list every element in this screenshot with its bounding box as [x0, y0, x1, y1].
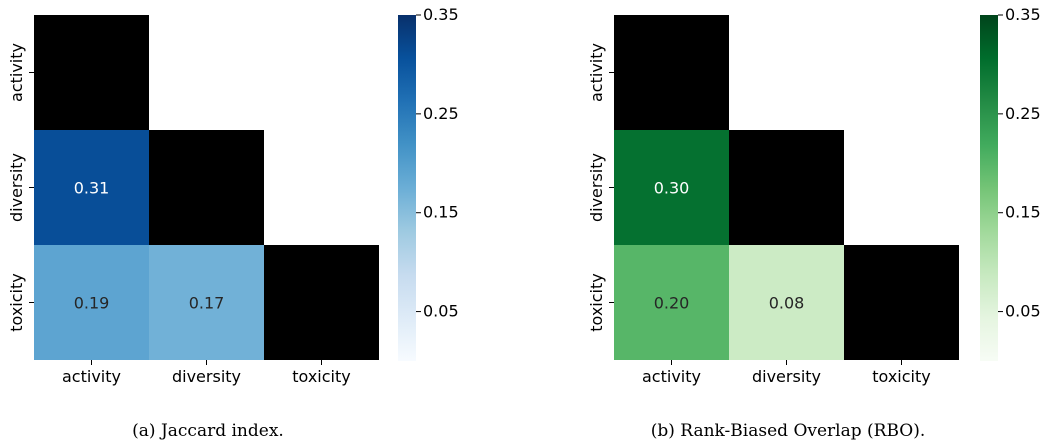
heatmap-rbo: 0.30 0.20 0.08 activity diversity toxicity act… — [587, 5, 1041, 386]
colorbar-tick-label: 0.35 — [423, 5, 459, 24]
cell-value-label: 0.31 — [74, 179, 110, 198]
x-tick-label-diversity: diversity — [172, 367, 241, 386]
heatmap-jaccard: 0.31 0.19 0.17 activity diversity toxicity act… — [7, 5, 459, 386]
x-tick-label-toxicity: toxicity — [292, 367, 350, 386]
masked-cell-toxicity-toxicity — [844, 245, 959, 360]
cell-value-label: 0.08 — [769, 294, 805, 313]
y-tick-label-diversity: diversity — [7, 153, 26, 222]
y-tick-label-activity: activity — [7, 43, 26, 102]
colorbar-tick-label: 0.25 — [1005, 104, 1041, 123]
y-tick-label-toxicity: toxicity — [587, 273, 606, 331]
heatmap-cell-toxicity-activity — [614, 245, 729, 360]
x-tick-label-toxicity: toxicity — [872, 367, 930, 386]
x-tick-label-activity: activity — [642, 367, 701, 386]
masked-cell-diversity-diversity — [729, 130, 844, 245]
cell-value-label: 0.17 — [189, 294, 225, 313]
caption-rbo: (b) Rank-Biased Overlap (RBO). — [651, 421, 926, 441]
heatmap-cell-toxicity-diversity — [149, 245, 264, 360]
caption-jaccard: (a) Jaccard index. — [132, 421, 284, 441]
heatmap-cell-toxicity-diversity — [729, 245, 844, 360]
x-tick-label-diversity: diversity — [752, 367, 821, 386]
colorbar-tick-label: 0.05 — [1005, 302, 1041, 321]
heatmap-cell-diversity-activity — [34, 130, 149, 245]
colorbar-tick-label: 0.25 — [423, 104, 459, 123]
cell-value-label: 0.20 — [654, 294, 690, 313]
heatmap-cell-diversity-activity — [614, 130, 729, 245]
colorbar-tick-label: 0.35 — [1005, 5, 1041, 24]
y-tick-label-toxicity: toxicity — [7, 273, 26, 331]
y-tick-label-activity: activity — [587, 43, 606, 102]
masked-cell-activity-activity — [614, 15, 729, 130]
colorbar-tick-label: 0.15 — [423, 203, 459, 222]
y-tick-label-diversity: diversity — [587, 153, 606, 222]
cell-value-label: 0.30 — [654, 179, 690, 198]
masked-cell-activity-activity — [34, 15, 149, 130]
heatmap-cell-toxicity-activity — [34, 245, 149, 360]
colorbar-tick-label: 0.05 — [423, 302, 459, 321]
masked-cell-toxicity-toxicity — [264, 245, 379, 360]
masked-cell-diversity-diversity — [149, 130, 264, 245]
colorbar-tick-label: 0.15 — [1005, 203, 1041, 222]
colorbar — [980, 15, 998, 361]
x-tick-label-activity: activity — [62, 367, 121, 386]
cell-value-label: 0.19 — [74, 294, 110, 313]
colorbar — [398, 15, 416, 361]
